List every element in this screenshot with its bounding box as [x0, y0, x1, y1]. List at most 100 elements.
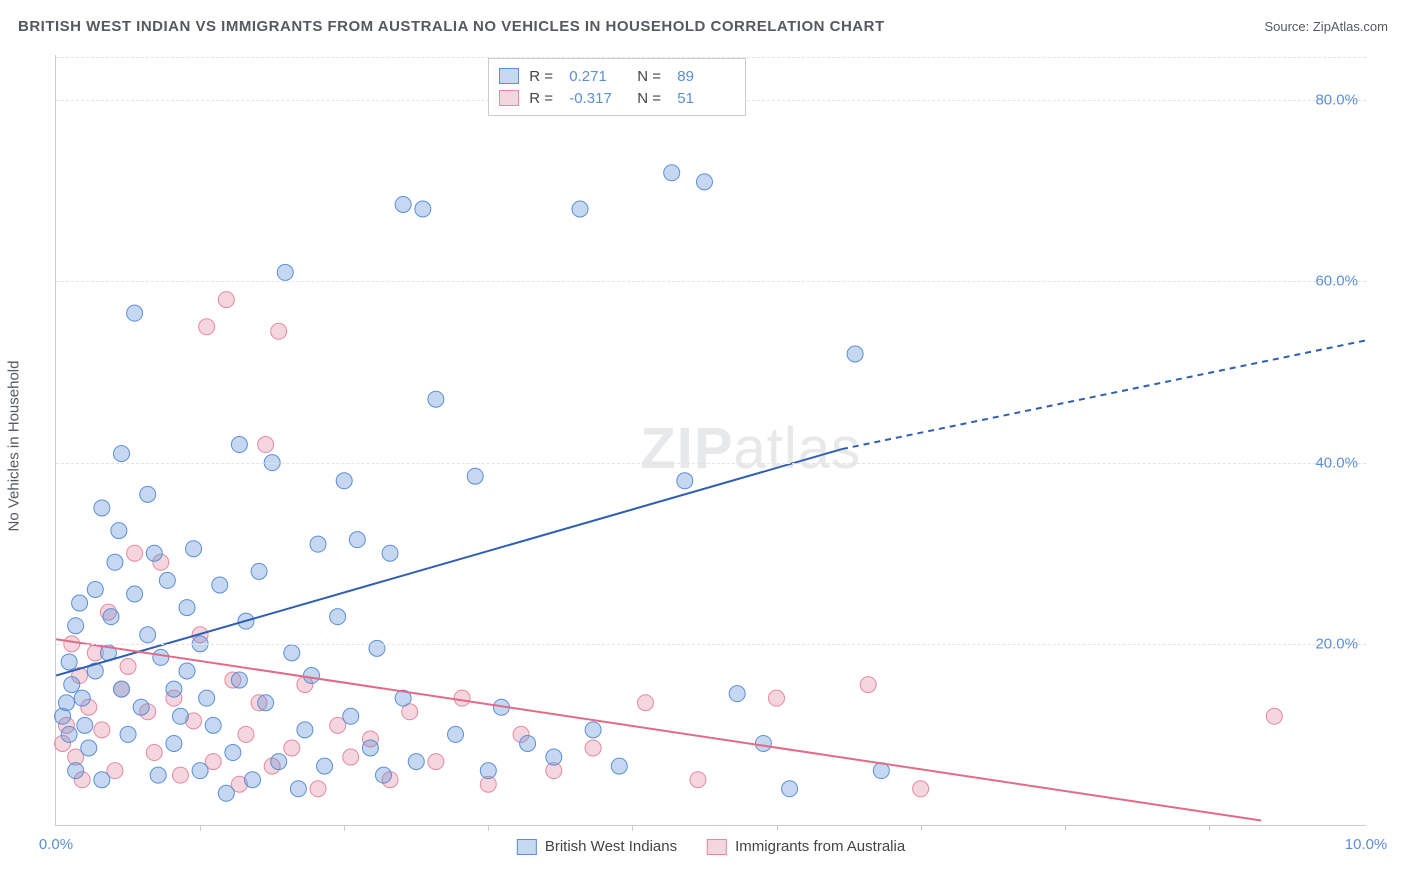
- point-series-a: [94, 500, 110, 516]
- point-series-b: [769, 690, 785, 706]
- chart-title: BRITISH WEST INDIAN VS IMMIGRANTS FROM A…: [18, 18, 885, 35]
- point-series-a: [111, 523, 127, 539]
- legend-row-a: R = 0.271 N = 89: [499, 65, 735, 87]
- point-series-a: [218, 785, 234, 801]
- point-series-b: [218, 292, 234, 308]
- point-series-a: [415, 201, 431, 217]
- point-series-b: [271, 323, 287, 339]
- grid-line: [56, 463, 1366, 464]
- point-series-b: [1266, 708, 1282, 724]
- point-series-a: [480, 763, 496, 779]
- point-series-a: [150, 767, 166, 783]
- point-series-b: [120, 658, 136, 674]
- legend-item-a: British West Indians: [517, 838, 677, 855]
- point-series-b: [199, 319, 215, 335]
- point-series-a: [61, 654, 77, 670]
- r-value-a: 0.271: [569, 68, 627, 85]
- point-series-a: [172, 708, 188, 724]
- point-series-a: [467, 468, 483, 484]
- point-series-a: [159, 572, 175, 588]
- n-label: N =: [637, 68, 667, 85]
- point-series-a: [153, 649, 169, 665]
- grid-line: [56, 281, 1366, 282]
- n-value-a: 89: [677, 68, 735, 85]
- point-series-a: [572, 201, 588, 217]
- point-series-a: [140, 627, 156, 643]
- point-series-a: [696, 174, 712, 190]
- legend-row-b: R = -0.317 N = 51: [499, 87, 735, 109]
- point-series-b: [638, 695, 654, 711]
- y-tick-label: 20.0%: [1315, 635, 1358, 652]
- swatch-series-a: [499, 68, 519, 84]
- point-series-a: [179, 663, 195, 679]
- swatch-series-a: [517, 839, 537, 855]
- point-series-a: [72, 595, 88, 611]
- point-series-a: [277, 264, 293, 280]
- point-series-a: [179, 600, 195, 616]
- x-tick-label: 0.0%: [39, 836, 73, 853]
- x-tick-label: 10.0%: [1345, 836, 1388, 853]
- point-series-b: [343, 749, 359, 765]
- point-series-a: [166, 735, 182, 751]
- point-series-a: [408, 754, 424, 770]
- x-tick: [1209, 825, 1210, 831]
- point-series-a: [225, 745, 241, 761]
- point-series-a: [317, 758, 333, 774]
- n-value-b: 51: [677, 90, 735, 107]
- source-link[interactable]: ZipAtlas.com: [1313, 19, 1388, 34]
- point-series-a: [258, 695, 274, 711]
- source-attribution: Source: ZipAtlas.com: [1264, 19, 1388, 34]
- point-series-a: [61, 726, 77, 742]
- x-tick: [344, 825, 345, 831]
- point-series-b: [258, 437, 274, 453]
- point-series-a: [349, 532, 365, 548]
- grid-line: [56, 644, 1366, 645]
- point-series-a: [303, 668, 319, 684]
- point-series-a: [376, 767, 392, 783]
- point-series-b: [284, 740, 300, 756]
- legend-correlation: R = 0.271 N = 89 R = -0.317 N = 51: [488, 58, 746, 116]
- point-series-a: [297, 722, 313, 738]
- x-tick: [488, 825, 489, 831]
- point-series-a: [343, 708, 359, 724]
- point-series-a: [729, 686, 745, 702]
- point-series-a: [107, 554, 123, 570]
- r-label: R =: [529, 68, 559, 85]
- point-series-a: [166, 681, 182, 697]
- point-series-b: [454, 690, 470, 706]
- y-axis-label: No Vehicles in Household: [6, 361, 23, 532]
- x-tick: [632, 825, 633, 831]
- point-series-a: [205, 717, 221, 733]
- source-prefix: Source:: [1264, 19, 1312, 34]
- point-series-a: [146, 545, 162, 561]
- point-series-b: [238, 726, 254, 742]
- series-a-name: British West Indians: [545, 838, 677, 855]
- series-b-name: Immigrants from Australia: [735, 838, 905, 855]
- point-series-a: [212, 577, 228, 593]
- point-series-a: [664, 165, 680, 181]
- n-label: N =: [637, 90, 667, 107]
- point-series-a: [77, 717, 93, 733]
- plot-area: ZIPatlas R = 0.271 N = 89 R = -0.317 N =…: [55, 55, 1366, 826]
- legend-item-b: Immigrants from Australia: [707, 838, 905, 855]
- point-series-a: [290, 781, 306, 797]
- point-series-b: [690, 772, 706, 788]
- point-series-a: [127, 586, 143, 602]
- point-series-a: [782, 781, 798, 797]
- point-series-a: [120, 726, 136, 742]
- r-label: R =: [529, 90, 559, 107]
- point-series-b: [585, 740, 601, 756]
- y-tick-label: 40.0%: [1315, 454, 1358, 471]
- point-series-b: [146, 745, 162, 761]
- point-series-a: [192, 763, 208, 779]
- point-series-a: [231, 672, 247, 688]
- point-series-a: [755, 735, 771, 751]
- point-series-a: [103, 609, 119, 625]
- trend-line-a-dash: [842, 340, 1366, 449]
- point-series-a: [369, 640, 385, 656]
- r-value-b: -0.317: [569, 90, 627, 107]
- point-series-a: [251, 563, 267, 579]
- swatch-series-b: [499, 90, 519, 106]
- y-tick-label: 60.0%: [1315, 273, 1358, 290]
- point-series-a: [87, 581, 103, 597]
